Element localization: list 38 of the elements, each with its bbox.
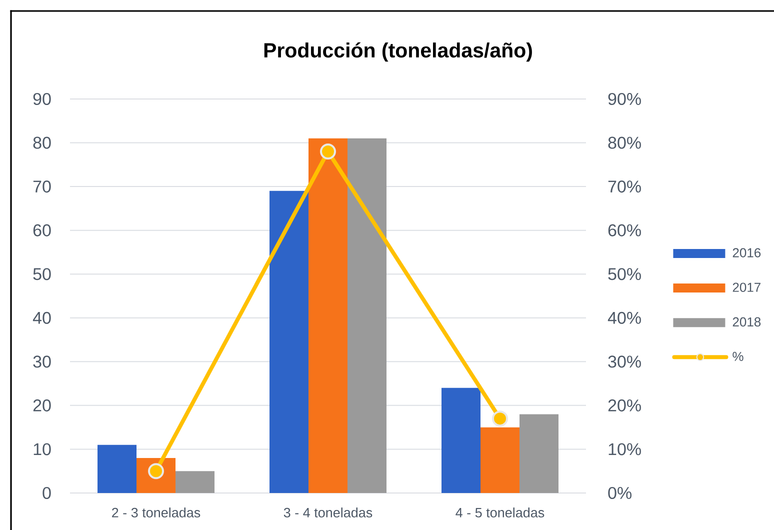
legend-label: % xyxy=(732,352,744,361)
legend-label: 2018 xyxy=(732,317,761,327)
x-tick-label: 4 - 5 toneladas xyxy=(456,508,544,518)
bar xyxy=(480,427,520,493)
x-tick-label: 3 - 4 toneladas xyxy=(284,508,372,518)
chart-title: Producción (toneladas/año) xyxy=(264,42,532,62)
y2-tick-label: 80% xyxy=(608,136,641,149)
y-tick-label: 30 xyxy=(33,356,51,368)
y-tick-label: 40 xyxy=(32,312,51,324)
y2-tick-label: 20% xyxy=(608,399,641,412)
y-tick-label: 60 xyxy=(33,224,51,236)
y-tick-label: 50 xyxy=(33,268,51,280)
y-tick-label: 10 xyxy=(34,443,51,456)
y2-tick-label: 40% xyxy=(608,312,641,324)
x-tick-label: 2 - 3 toneladas xyxy=(112,508,200,518)
y-tick-label: 0 xyxy=(42,486,51,500)
bar xyxy=(270,190,308,493)
y2-tick-label: 90% xyxy=(608,92,641,106)
point xyxy=(320,144,336,160)
y2-tick-label: 70% xyxy=(608,180,641,193)
legend-label: 2016 xyxy=(732,248,761,258)
y-tick-label: 70 xyxy=(33,180,51,193)
bar xyxy=(308,138,348,493)
bar xyxy=(98,444,137,493)
y2-tick-label: 60% xyxy=(608,224,641,236)
bar xyxy=(348,138,386,493)
point xyxy=(492,410,508,427)
y-tick-label: 90 xyxy=(33,92,51,106)
bar xyxy=(176,471,215,493)
y2-tick-label: 30% xyxy=(608,356,641,368)
y2-tick-label: 50% xyxy=(608,268,641,280)
y-tick-label: 80 xyxy=(33,136,51,149)
y2-tick-label: 10% xyxy=(608,443,641,456)
bar xyxy=(442,388,480,493)
y2-tick-label: 0% xyxy=(608,486,632,500)
y-tick-label: 20 xyxy=(33,399,51,412)
legend-label: 2017 xyxy=(732,282,760,292)
bar xyxy=(520,414,558,493)
